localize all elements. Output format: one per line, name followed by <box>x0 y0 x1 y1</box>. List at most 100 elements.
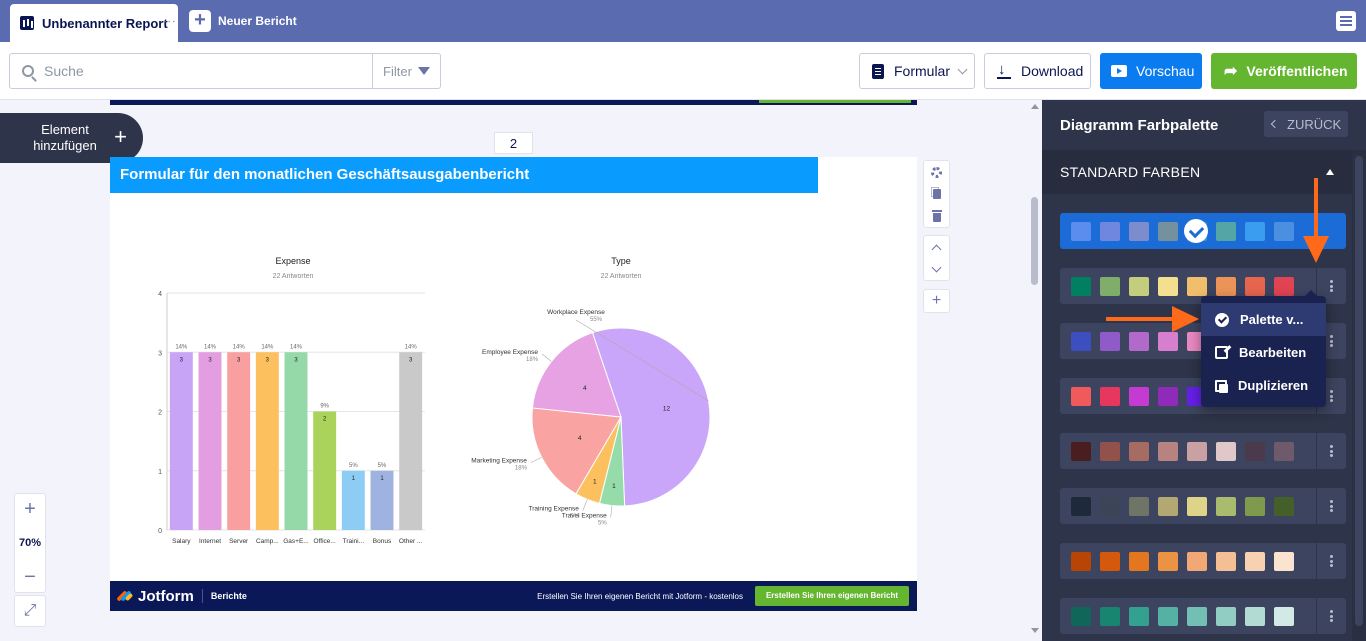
menu-item-label: Duplizieren <box>1238 378 1309 393</box>
add-page-group: + <box>923 289 950 313</box>
palette-row[interactable] <box>1060 543 1346 579</box>
bar-value-label: 1 <box>380 476 384 482</box>
color-swatch <box>1274 277 1294 296</box>
bar <box>227 352 251 530</box>
trash-icon <box>931 209 942 222</box>
panel-scroll-thumb[interactable] <box>1355 156 1363 626</box>
hamburger-menu-button[interactable] <box>1336 11 1356 31</box>
bar-value-label: 3 <box>409 357 413 363</box>
palette-row[interactable] <box>1060 488 1346 524</box>
scroll-down-arrow[interactable] <box>1031 628 1039 633</box>
panel-scrollbar[interactable] <box>1352 150 1366 641</box>
color-swatch <box>1129 552 1149 571</box>
kebab-icon <box>1330 389 1333 404</box>
color-swatch <box>1158 332 1178 351</box>
download-button[interactable]: Download <box>984 53 1091 89</box>
formular-dropdown[interactable]: Formular <box>859 53 975 89</box>
tab-unbenannter-report[interactable]: Unbenannter Report ⋮ <box>10 4 178 42</box>
canvas-scroll-thumb[interactable] <box>1031 197 1038 285</box>
chevron-down-icon <box>957 64 968 74</box>
bar-percent-label: 14% <box>405 344 418 350</box>
fullscreen-button[interactable]: ⤢ <box>14 595 46 627</box>
x-tick-label: Gas+E... <box>283 538 309 545</box>
pie-slice-label: Travel Expense <box>562 512 607 519</box>
color-swatch <box>1216 277 1236 296</box>
color-swatch <box>1187 442 1207 461</box>
bar-chart-subtitle: 22 Antworten <box>273 273 314 280</box>
gear-icon <box>931 166 942 178</box>
tab-label: Unbenannter Report <box>42 15 168 31</box>
add-element-button[interactable]: Element hinzufügen + <box>0 113 143 163</box>
publish-button[interactable]: ➦ Veröffentlichen <box>1211 53 1357 89</box>
color-swatch <box>1071 332 1091 351</box>
color-swatch <box>1129 387 1149 406</box>
delete-page-button[interactable] <box>924 205 949 227</box>
color-swatch <box>1100 607 1120 626</box>
palette-options-menu: Palette v... Bearbeiten Duplizieren <box>1201 290 1326 407</box>
edit-icon <box>1215 346 1228 359</box>
scroll-up-arrow[interactable] <box>1031 104 1039 109</box>
settings-button[interactable] <box>924 161 949 183</box>
new-report-tab[interactable]: + Neuer Bericht <box>189 10 297 32</box>
menu-item-edit[interactable]: Bearbeiten <box>1201 336 1326 369</box>
new-report-label: Neuer Bericht <box>218 14 297 28</box>
zoom-in-button[interactable]: + <box>24 498 36 520</box>
preview-button[interactable]: Vorschau <box>1100 53 1202 89</box>
palette-options-button[interactable] <box>1316 268 1346 304</box>
kebab-icon <box>1330 499 1333 514</box>
color-swatch <box>1245 552 1265 571</box>
color-swatch <box>1158 607 1178 626</box>
duplicate-page-button[interactable] <box>924 183 949 205</box>
jotform-logo: Jotform <box>116 588 194 605</box>
bar <box>169 352 193 530</box>
menu-item-label: Palette v... <box>1240 312 1304 327</box>
color-swatch <box>1158 552 1178 571</box>
palette-row[interactable] <box>1060 598 1346 634</box>
create-report-button[interactable]: Erstellen Sie Ihren eigenen Bericht <box>755 586 909 606</box>
panel-title: Diagramm Farbpalette <box>1060 117 1219 134</box>
bar-chart-title: Expense <box>275 256 310 266</box>
menu-item-duplicate[interactable]: Duplizieren <box>1201 369 1326 402</box>
report-header-title[interactable]: Formular für den monatlichen Geschäftsau… <box>110 157 818 193</box>
berichte-label: Berichte <box>210 591 247 601</box>
report-page[interactable]: Formular für den monatlichen Geschäftsau… <box>110 157 917 611</box>
menu-item-label: Bearbeiten <box>1239 345 1307 360</box>
bar-value-label: 3 <box>237 357 241 363</box>
filter-button[interactable]: Filter <box>372 54 440 88</box>
back-button[interactable]: ZURÜCK <box>1264 111 1348 137</box>
color-swatch <box>1100 552 1120 571</box>
canvas-scrollbar[interactable] <box>1028 100 1042 641</box>
divider <box>201 589 203 603</box>
footer-cta-text: Erstellen Sie Ihren eigenen Bericht mit … <box>537 591 743 601</box>
palette-row[interactable] <box>1060 433 1346 469</box>
pie-value-label: 4 <box>583 385 587 392</box>
bar <box>341 470 365 530</box>
palette-options-button[interactable] <box>1316 543 1346 579</box>
palette-row[interactable] <box>1060 213 1346 249</box>
move-down-button[interactable] <box>924 258 949 280</box>
previous-footer-cta <box>759 100 911 103</box>
x-tick-label: Office... <box>314 538 336 545</box>
color-swatch <box>1100 497 1120 516</box>
tab-options-icon[interactable]: ⋮ <box>162 15 177 28</box>
search-input[interactable] <box>44 63 364 79</box>
palette-options-button[interactable] <box>1316 488 1346 524</box>
color-swatch <box>1216 442 1236 461</box>
palette-options-button[interactable] <box>1316 598 1346 634</box>
pie-leader-line <box>530 456 542 463</box>
add-page-button[interactable]: + <box>924 290 949 312</box>
x-tick-label: Server <box>229 538 249 545</box>
palette-options-button[interactable] <box>1316 433 1346 469</box>
bar-percent-label: 14% <box>290 344 303 350</box>
zoom-out-button[interactable]: − <box>24 566 36 588</box>
color-swatch <box>1274 222 1294 241</box>
report-footer: Jotform Berichte Erstellen Sie Ihren eig… <box>110 581 917 611</box>
move-up-button[interactable] <box>924 236 949 258</box>
chevron-down-icon <box>931 262 942 272</box>
menu-item-select-palette[interactable]: Palette v... <box>1201 303 1326 336</box>
color-swatch <box>1071 442 1091 461</box>
standard-colors-section[interactable]: STANDARD FARBEN <box>1042 150 1352 194</box>
share-arrow-icon: ➦ <box>1224 63 1238 80</box>
bar <box>370 470 394 530</box>
